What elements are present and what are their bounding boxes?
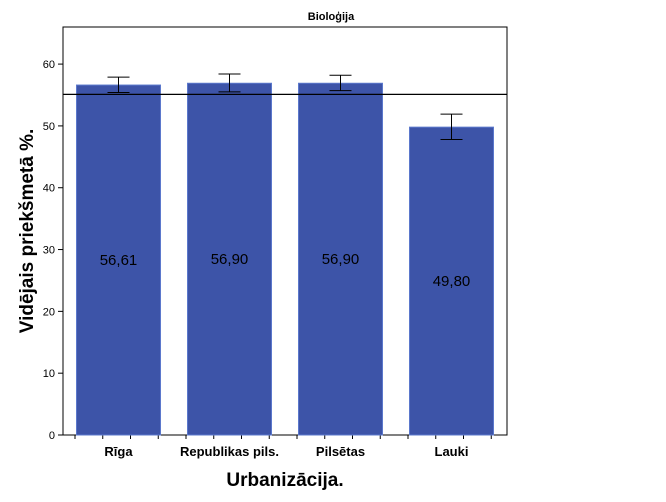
error-bars bbox=[107, 73, 463, 141]
y-axis: 0 10 20 30 40 50 60 bbox=[43, 59, 63, 442]
bar bbox=[409, 126, 494, 436]
bars bbox=[76, 82, 494, 436]
x-tick-label: Rīga bbox=[104, 444, 133, 459]
bar bbox=[187, 82, 272, 436]
y-tick-label: 50 bbox=[43, 121, 55, 133]
data-label: 49,80 bbox=[433, 273, 471, 290]
data-label: 56,90 bbox=[322, 251, 360, 268]
y-tick-label: 0 bbox=[49, 430, 55, 442]
y-tick-label: 10 bbox=[43, 368, 55, 380]
plot-frame bbox=[62, 26, 508, 436]
x-tick-label: Republikas pils. bbox=[180, 444, 279, 459]
data-label: 56,61 bbox=[100, 252, 138, 269]
x-axis: Rīga Republikas pils. Pilsētas Lauki bbox=[74, 435, 492, 459]
x-tick-label: Lauki bbox=[435, 444, 469, 459]
y-tick-label: 20 bbox=[43, 306, 55, 318]
bar bbox=[76, 84, 161, 436]
y-axis-title: Vidējais priekšmetā %. bbox=[17, 129, 38, 334]
x-tick-label: Pilsētas bbox=[316, 444, 365, 459]
x-axis-title: Urbanizācija. bbox=[226, 470, 343, 491]
y-tick-label: 40 bbox=[43, 183, 55, 195]
bar bbox=[298, 82, 383, 436]
y-tick-label: 30 bbox=[43, 245, 55, 257]
data-labels: 56,61 56,90 56,90 49,80 bbox=[100, 251, 471, 290]
data-label: 56,90 bbox=[211, 251, 249, 268]
y-tick-label: 60 bbox=[43, 59, 55, 71]
chart-title: Bioloģija bbox=[308, 10, 355, 23]
